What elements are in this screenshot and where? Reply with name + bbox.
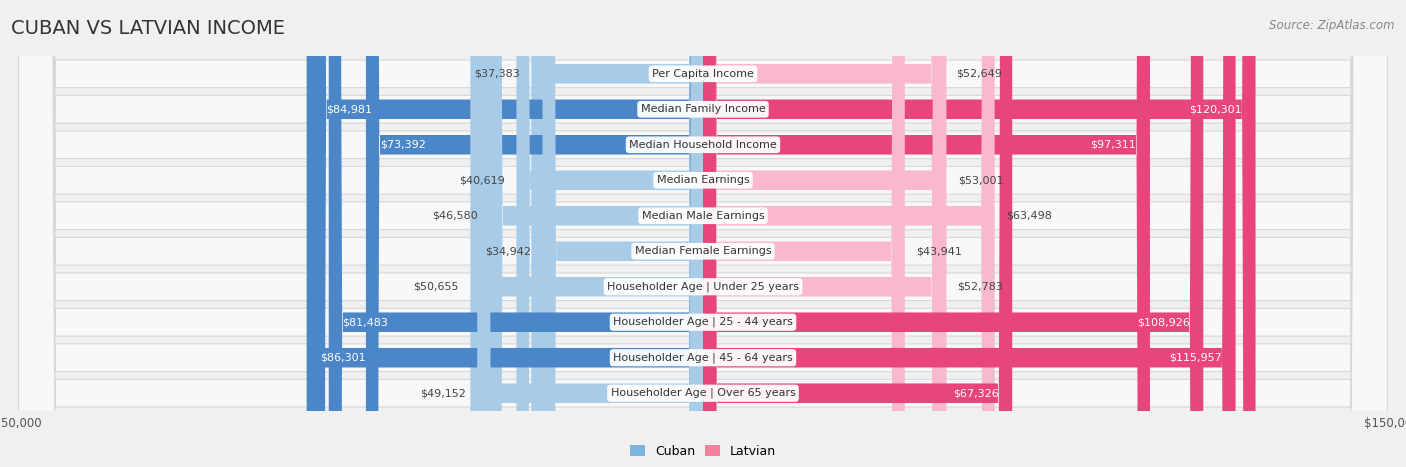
FancyBboxPatch shape — [18, 0, 1388, 467]
FancyBboxPatch shape — [18, 0, 1388, 467]
FancyBboxPatch shape — [531, 0, 703, 467]
Text: Householder Age | 25 - 44 years: Householder Age | 25 - 44 years — [613, 317, 793, 327]
Text: $84,981: $84,981 — [326, 104, 373, 114]
Text: CUBAN VS LATVIAN INCOME: CUBAN VS LATVIAN INCOME — [11, 19, 285, 38]
Text: Median Earnings: Median Earnings — [657, 175, 749, 185]
FancyBboxPatch shape — [18, 0, 1388, 467]
FancyBboxPatch shape — [703, 0, 946, 467]
FancyBboxPatch shape — [703, 0, 945, 467]
Text: Median Male Earnings: Median Male Earnings — [641, 211, 765, 221]
Text: $34,942: $34,942 — [485, 246, 531, 256]
FancyBboxPatch shape — [703, 0, 945, 467]
Text: $63,498: $63,498 — [1007, 211, 1052, 221]
FancyBboxPatch shape — [18, 0, 1388, 467]
Text: $86,301: $86,301 — [321, 353, 366, 363]
FancyBboxPatch shape — [703, 0, 1012, 467]
Text: Per Capita Income: Per Capita Income — [652, 69, 754, 79]
Text: $40,619: $40,619 — [460, 175, 505, 185]
FancyBboxPatch shape — [703, 0, 994, 467]
Text: $37,383: $37,383 — [474, 69, 520, 79]
Text: $52,783: $52,783 — [957, 282, 1002, 292]
FancyBboxPatch shape — [703, 0, 1150, 467]
FancyBboxPatch shape — [703, 0, 1236, 467]
Text: Source: ZipAtlas.com: Source: ZipAtlas.com — [1270, 19, 1395, 32]
Text: $81,483: $81,483 — [343, 317, 388, 327]
Text: $52,649: $52,649 — [956, 69, 1002, 79]
Text: $49,152: $49,152 — [420, 388, 465, 398]
Text: $108,926: $108,926 — [1136, 317, 1189, 327]
FancyBboxPatch shape — [312, 0, 703, 467]
Text: $73,392: $73,392 — [380, 140, 426, 150]
FancyBboxPatch shape — [307, 0, 703, 467]
FancyBboxPatch shape — [18, 0, 1388, 467]
FancyBboxPatch shape — [18, 0, 1388, 467]
FancyBboxPatch shape — [18, 0, 1388, 467]
Text: Householder Age | Under 25 years: Householder Age | Under 25 years — [607, 282, 799, 292]
FancyBboxPatch shape — [516, 0, 703, 467]
Text: Median Female Earnings: Median Female Earnings — [634, 246, 772, 256]
FancyBboxPatch shape — [329, 0, 703, 467]
FancyBboxPatch shape — [366, 0, 703, 467]
Text: $97,311: $97,311 — [1091, 140, 1136, 150]
FancyBboxPatch shape — [18, 0, 1388, 467]
Text: Householder Age | Over 65 years: Householder Age | Over 65 years — [610, 388, 796, 398]
FancyBboxPatch shape — [18, 0, 1388, 467]
FancyBboxPatch shape — [471, 0, 703, 467]
FancyBboxPatch shape — [477, 0, 703, 467]
Text: $43,941: $43,941 — [917, 246, 962, 256]
Legend: Cuban, Latvian: Cuban, Latvian — [626, 441, 780, 461]
Text: Householder Age | 45 - 64 years: Householder Age | 45 - 64 years — [613, 353, 793, 363]
Text: $46,580: $46,580 — [432, 211, 478, 221]
FancyBboxPatch shape — [18, 0, 1388, 467]
FancyBboxPatch shape — [703, 0, 1204, 467]
Text: $67,326: $67,326 — [953, 388, 998, 398]
Text: $120,301: $120,301 — [1189, 104, 1241, 114]
Text: $50,655: $50,655 — [413, 282, 458, 292]
Text: Median Household Income: Median Household Income — [628, 140, 778, 150]
Text: $53,001: $53,001 — [957, 175, 1004, 185]
FancyBboxPatch shape — [543, 0, 703, 467]
FancyBboxPatch shape — [489, 0, 703, 467]
FancyBboxPatch shape — [703, 0, 905, 467]
Text: Median Family Income: Median Family Income — [641, 104, 765, 114]
Text: $115,957: $115,957 — [1168, 353, 1222, 363]
FancyBboxPatch shape — [703, 0, 1256, 467]
